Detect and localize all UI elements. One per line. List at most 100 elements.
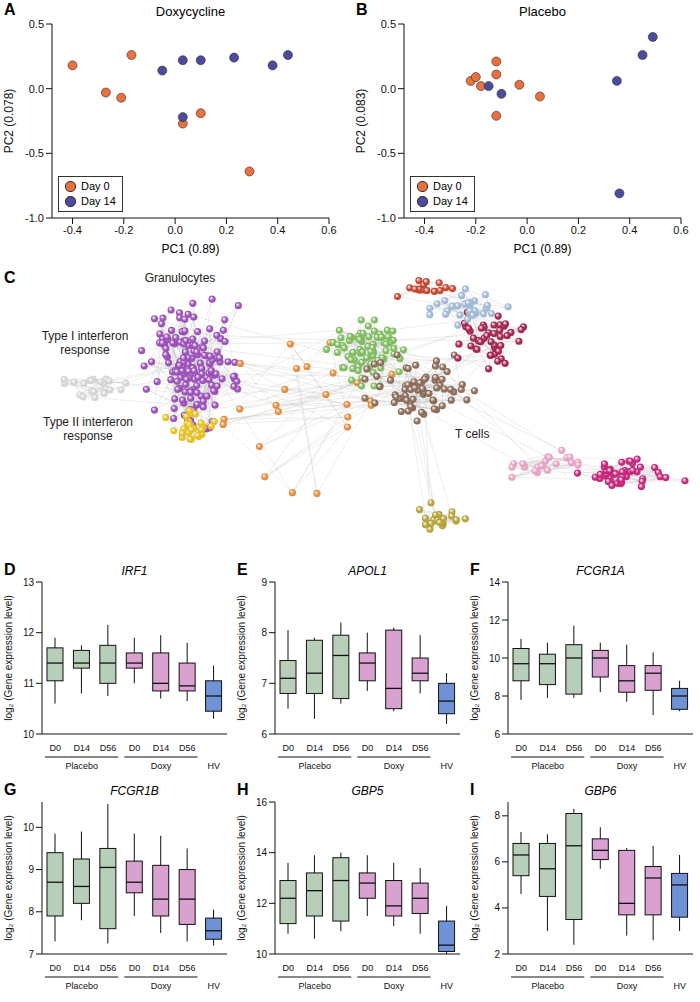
svg-text:12: 12 xyxy=(256,898,268,909)
svg-text:0.6: 0.6 xyxy=(321,224,336,236)
svg-text:Doxy: Doxy xyxy=(384,761,405,771)
svg-text:D0: D0 xyxy=(362,963,374,973)
svg-text:0.6: 0.6 xyxy=(673,224,688,236)
svg-text:-0.5: -0.5 xyxy=(25,147,44,159)
svg-text:D14: D14 xyxy=(386,743,403,753)
svg-text:Placebo: Placebo xyxy=(531,761,564,771)
svg-text:14: 14 xyxy=(489,577,501,588)
svg-text:4: 4 xyxy=(494,902,500,913)
svg-text:12: 12 xyxy=(489,615,501,626)
svg-text:14: 14 xyxy=(256,847,268,858)
svg-text:D56: D56 xyxy=(100,963,117,973)
svg-text:16: 16 xyxy=(256,797,268,808)
svg-text:D14: D14 xyxy=(619,963,636,973)
svg-text:D14: D14 xyxy=(306,963,323,973)
svg-text:12: 12 xyxy=(23,627,35,638)
svg-text:0.2: 0.2 xyxy=(571,224,586,236)
svg-text:D56: D56 xyxy=(645,743,662,753)
svg-text:9: 9 xyxy=(28,864,34,875)
svg-text:-0.4: -0.4 xyxy=(63,224,82,236)
svg-text:11: 11 xyxy=(24,678,35,689)
svg-text:9: 9 xyxy=(261,577,267,588)
svg-text:Doxy: Doxy xyxy=(151,981,172,991)
svg-text:0.0: 0.0 xyxy=(29,83,44,95)
svg-text:6: 6 xyxy=(261,729,267,740)
svg-text:0.4: 0.4 xyxy=(622,224,637,236)
svg-text:D14: D14 xyxy=(153,743,170,753)
svg-text:0.2: 0.2 xyxy=(219,224,234,236)
svg-text:8: 8 xyxy=(494,810,500,821)
svg-text:HV: HV xyxy=(441,981,454,991)
svg-text:HV: HV xyxy=(674,981,687,991)
svg-text:-0.5: -0.5 xyxy=(377,147,396,159)
svg-text:10: 10 xyxy=(256,949,268,960)
svg-text:D14: D14 xyxy=(539,963,556,973)
svg-text:0.0: 0.0 xyxy=(519,224,534,236)
svg-text:D56: D56 xyxy=(412,743,429,753)
svg-text:D0: D0 xyxy=(49,743,61,753)
svg-text:Doxy: Doxy xyxy=(151,761,172,771)
svg-text:D14: D14 xyxy=(73,963,90,973)
svg-text:T cells: T cells xyxy=(455,427,489,441)
svg-text:Placebo: Placebo xyxy=(298,761,331,771)
svg-text:D0: D0 xyxy=(49,963,61,973)
svg-text:D14: D14 xyxy=(619,743,636,753)
svg-text:D0: D0 xyxy=(129,743,141,753)
svg-text:D56: D56 xyxy=(645,963,662,973)
svg-text:D56: D56 xyxy=(333,963,350,973)
svg-text:7: 7 xyxy=(28,949,34,960)
svg-text:Doxy: Doxy xyxy=(617,761,638,771)
svg-text:D14: D14 xyxy=(153,963,170,973)
svg-text:D56: D56 xyxy=(179,963,196,973)
svg-text:8: 8 xyxy=(261,627,267,638)
svg-text:D14: D14 xyxy=(306,743,323,753)
svg-text:6: 6 xyxy=(494,856,500,867)
svg-text:D0: D0 xyxy=(362,743,374,753)
svg-text:HV: HV xyxy=(208,981,221,991)
svg-text:Doxy: Doxy xyxy=(384,981,405,991)
svg-text:Placebo: Placebo xyxy=(298,981,331,991)
svg-text:Placebo: Placebo xyxy=(531,981,564,991)
svg-text:D0: D0 xyxy=(515,743,527,753)
svg-text:Doxy: Doxy xyxy=(617,981,638,991)
svg-text:8: 8 xyxy=(28,906,34,917)
svg-text:-0.2: -0.2 xyxy=(114,224,133,236)
svg-text:D14: D14 xyxy=(386,963,403,973)
svg-text:D0: D0 xyxy=(129,963,141,973)
svg-text:D56: D56 xyxy=(566,963,583,973)
svg-text:7: 7 xyxy=(261,678,267,689)
svg-text:D56: D56 xyxy=(412,963,429,973)
svg-text:HV: HV xyxy=(441,761,454,771)
svg-text:D0: D0 xyxy=(282,743,294,753)
svg-text:D0: D0 xyxy=(595,963,607,973)
svg-text:Placebo: Placebo xyxy=(65,981,98,991)
svg-text:10: 10 xyxy=(489,653,501,664)
svg-text:0.0: 0.0 xyxy=(167,224,182,236)
svg-text:HV: HV xyxy=(208,761,221,771)
svg-text:D56: D56 xyxy=(566,743,583,753)
svg-text:Type I interferonresponse: Type I interferonresponse xyxy=(42,329,129,357)
svg-text:D0: D0 xyxy=(282,963,294,973)
svg-text:10: 10 xyxy=(23,822,35,833)
svg-text:0.5: 0.5 xyxy=(381,18,396,30)
svg-text:2: 2 xyxy=(494,949,500,960)
svg-text:8: 8 xyxy=(494,691,500,702)
svg-text:D14: D14 xyxy=(73,743,90,753)
svg-text:0.5: 0.5 xyxy=(29,18,44,30)
svg-text:-0.4: -0.4 xyxy=(415,224,434,236)
svg-text:-1.0: -1.0 xyxy=(377,212,396,224)
svg-text:6: 6 xyxy=(494,729,500,740)
svg-text:D0: D0 xyxy=(595,743,607,753)
svg-text:Granulocytes: Granulocytes xyxy=(145,271,216,285)
svg-text:D56: D56 xyxy=(100,743,117,753)
svg-text:10: 10 xyxy=(23,729,35,740)
svg-text:D56: D56 xyxy=(179,743,196,753)
svg-text:D0: D0 xyxy=(515,963,527,973)
svg-text:-1.0: -1.0 xyxy=(25,212,44,224)
svg-text:D56: D56 xyxy=(333,743,350,753)
svg-text:13: 13 xyxy=(23,577,35,588)
svg-text:HV: HV xyxy=(674,761,687,771)
svg-text:D14: D14 xyxy=(539,743,556,753)
svg-text:-0.2: -0.2 xyxy=(466,224,485,236)
svg-text:0.4: 0.4 xyxy=(270,224,285,236)
